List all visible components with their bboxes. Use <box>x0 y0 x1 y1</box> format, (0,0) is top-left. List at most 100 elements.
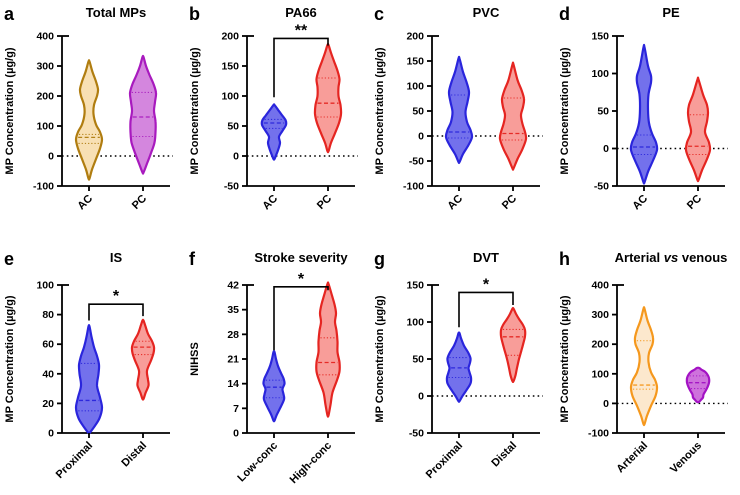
panel-g-chart: g DVT MP Concentration (µg/g) 150 100 50 0 -50P… <box>374 249 543 481</box>
panel-letter: e <box>4 249 14 269</box>
y-tick-label: 150 <box>591 31 609 43</box>
y-axis-label: MP Concentration (µg/g) <box>374 47 386 174</box>
x-category-label: AC <box>630 193 650 213</box>
panel-d-chart: d PE MP Concentration (µg/g) 150 100 50 0 -50 AC… <box>559 4 728 213</box>
panel-letter: b <box>189 4 200 24</box>
y-tick-label: 0 <box>603 143 609 155</box>
violin-venous <box>685 366 711 404</box>
significance-bracket <box>88 303 144 321</box>
panel-c: c PVC MP Concentration (µg/g) 200 150 100 50 0 -… <box>370 0 555 245</box>
y-tick-label: 100 <box>591 68 609 80</box>
y-axis-label: MP Concentration (µg/g) <box>559 47 571 174</box>
y-axis-label: MP Concentration (µg/g) <box>374 295 386 422</box>
y-tick-label: 0 <box>233 428 239 440</box>
x-category-label: Low-conc <box>235 440 280 485</box>
x-category-label: Proximal <box>54 440 95 481</box>
panel-letter: f <box>189 249 196 269</box>
violin-low-conc <box>262 350 286 423</box>
y-tick-label: 0 <box>48 428 54 440</box>
y-tick-label: 42 <box>227 280 239 292</box>
panel-title: Arterial vs venous <box>615 250 728 265</box>
panel-f-chart: f Stroke severity NIHSS 42 35 28 21 14 7 0Low-con… <box>189 249 355 486</box>
y-tick-label: 100 <box>406 81 424 93</box>
panel-g: g DVT MP Concentration (µg/g) 150 100 50 0 -50 P… <box>370 245 555 490</box>
y-axis-label: NIHSS <box>189 342 201 376</box>
y-tick-label: 150 <box>406 56 424 68</box>
panel-title: Total MPs <box>86 5 146 20</box>
violin-proximal <box>74 324 104 435</box>
y-tick-label: 200 <box>406 31 424 43</box>
significance-bracket <box>273 37 329 98</box>
y-tick-label: 0 <box>233 151 239 163</box>
panel-a: a Total MPs MP Concentration (µg/g) 400 300 2… <box>0 0 185 245</box>
violin-proximal <box>445 331 473 403</box>
x-category-label: PC <box>130 193 149 212</box>
y-tick-label: 400 <box>591 280 609 292</box>
x-category-label: PC <box>500 193 519 212</box>
y-tick-label: 100 <box>406 317 424 329</box>
violin-pc <box>128 54 158 175</box>
violin-distal <box>130 318 156 401</box>
y-tick-label: 0 <box>48 151 54 163</box>
panel-title: IS <box>110 250 123 265</box>
panel-title: Stroke severity <box>254 250 348 265</box>
y-tick-label: 20 <box>42 398 54 410</box>
panel-title: PA66 <box>285 5 317 20</box>
violin-pc <box>313 42 343 154</box>
significance-bracket <box>273 286 329 351</box>
significance-bracket <box>458 291 514 328</box>
panel-e-chart: e IS MP Concentration (µg/g) 100 80 60 40 20 0Pr… <box>4 249 170 481</box>
violin-pc <box>684 76 712 183</box>
panel-letter: c <box>374 4 384 24</box>
panel-c-chart: c PVC MP Concentration (µg/g) 200 150 100 50 0 -… <box>374 4 543 213</box>
y-tick-label: 35 <box>227 304 239 316</box>
y-tick-label: -50 <box>409 428 424 440</box>
y-tick-label: 300 <box>591 309 609 321</box>
panel-b-chart: b PA66 MP Concentration (µg/g) 200 150 100 50 0… <box>189 4 358 212</box>
panel-title: PVC <box>473 5 500 20</box>
y-tick-label: -100 <box>403 181 424 193</box>
y-tick-label: 150 <box>221 61 239 73</box>
y-tick-label: 100 <box>36 280 54 292</box>
panel-a-chart: a Total MPs MP Concentration (µg/g) 400 300 2… <box>4 4 173 213</box>
y-tick-label: 50 <box>227 121 239 133</box>
x-category-label: Venous <box>668 440 704 476</box>
y-tick-label: 150 <box>406 280 424 292</box>
y-tick-label: 21 <box>227 354 239 366</box>
violin-high-conc <box>315 281 341 418</box>
y-tick-label: 0 <box>418 391 424 403</box>
significance-stars: * <box>483 276 490 293</box>
y-tick-label: -50 <box>224 181 239 193</box>
y-tick-label: 80 <box>42 309 54 321</box>
y-tick-label: 14 <box>227 378 239 390</box>
y-tick-label: 100 <box>221 91 239 103</box>
violin-pc <box>498 61 528 171</box>
panel-letter: h <box>559 249 570 269</box>
violin-distal <box>499 306 527 384</box>
y-tick-label: -50 <box>409 156 424 168</box>
y-axis-label: MP Concentration (µg/g) <box>189 47 201 174</box>
x-category-label: Arterial <box>614 440 650 476</box>
panel-e: e IS MP Concentration (µg/g) 100 80 60 40 20 0 Pr… <box>0 245 185 490</box>
y-tick-label: 100 <box>591 368 609 380</box>
panel-h: h Arterial vs venous MP Concentration (µg/… <box>555 245 740 490</box>
panel-letter: g <box>374 249 385 269</box>
y-tick-label: 200 <box>36 91 54 103</box>
y-tick-label: 0 <box>418 131 424 143</box>
y-tick-label: 28 <box>227 329 239 341</box>
x-category-label: AC <box>75 193 95 213</box>
x-category-label: AC <box>445 193 465 213</box>
panel-letter: a <box>4 4 15 24</box>
y-tick-label: 400 <box>36 31 54 43</box>
y-axis-label: MP Concentration (µg/g) <box>4 295 16 422</box>
y-tick-label: 7 <box>233 403 239 415</box>
significance-stars: ** <box>295 22 308 39</box>
significance-stars: * <box>113 288 120 305</box>
y-tick-label: 50 <box>412 354 424 366</box>
y-tick-label: 50 <box>412 106 424 118</box>
panel-title: DVT <box>473 250 499 265</box>
y-tick-label: 100 <box>36 121 54 133</box>
y-tick-label: -100 <box>33 181 54 193</box>
x-category-label: PC <box>685 193 704 212</box>
